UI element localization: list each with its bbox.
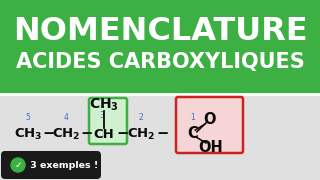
Text: −: − bbox=[81, 127, 93, 141]
Text: NOMENCLATURE: NOMENCLATURE bbox=[13, 17, 307, 48]
Text: 1: 1 bbox=[191, 113, 196, 122]
Text: C: C bbox=[188, 127, 198, 141]
Text: OH: OH bbox=[199, 140, 223, 154]
Text: $\mathregular{CH_2}$: $\mathregular{CH_2}$ bbox=[52, 126, 80, 141]
Text: $\mathregular{CH_3}$: $\mathregular{CH_3}$ bbox=[14, 126, 42, 141]
Text: 3: 3 bbox=[99, 111, 104, 120]
FancyBboxPatch shape bbox=[176, 97, 243, 153]
Circle shape bbox=[11, 158, 25, 172]
Text: −: − bbox=[157, 127, 169, 141]
Bar bbox=[0, 94, 320, 180]
Text: ACIDES CARBOXYLIQUES: ACIDES CARBOXYLIQUES bbox=[16, 52, 304, 72]
Text: O: O bbox=[203, 112, 215, 127]
FancyBboxPatch shape bbox=[1, 151, 101, 179]
Text: 5: 5 bbox=[26, 113, 30, 122]
Text: −: − bbox=[43, 127, 55, 141]
Text: CH: CH bbox=[94, 127, 114, 141]
Text: 4: 4 bbox=[64, 113, 68, 122]
Text: ✓: ✓ bbox=[14, 161, 22, 170]
Text: $\mathregular{CH_2}$: $\mathregular{CH_2}$ bbox=[127, 126, 155, 141]
Text: −: − bbox=[117, 127, 129, 141]
Text: 2: 2 bbox=[139, 113, 143, 122]
Text: $\mathregular{CH_3}$: $\mathregular{CH_3}$ bbox=[89, 97, 119, 113]
FancyBboxPatch shape bbox=[89, 98, 127, 144]
Text: 3 exemples !: 3 exemples ! bbox=[27, 161, 98, 170]
